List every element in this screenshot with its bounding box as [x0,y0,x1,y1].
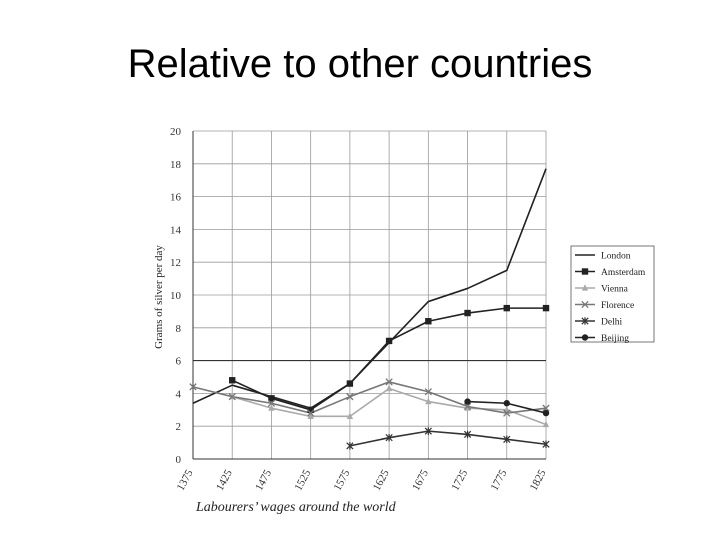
legend-label-beijing: Beijing [601,334,629,344]
series-line-delhi [349,430,547,447]
x-tick-label: 1525 [292,467,313,492]
chart-caption: Labourers’ wages around the world [196,500,396,515]
legend: London Amsterdam Vienna Florence Delhi Beijin… [570,245,655,344]
data-point-beijing [542,409,550,417]
data-point-florence [267,399,276,407]
data-point-florence [424,388,432,396]
data-point-vienna [425,397,432,405]
y-tick-label: 20 [170,126,182,138]
data-point-beijing [503,400,510,407]
data-point-delhi [346,442,354,450]
legend-marker-delhi [581,317,589,325]
legend-box [570,245,655,343]
legend-marker-amsterdam [581,268,589,275]
y-axis-label: Grams of silver per day [153,245,165,349]
legend-label-amsterdam: Amsterdam [601,268,646,278]
series-line-london [192,168,547,409]
data-point-beijing [464,398,471,405]
y-tick-label: 14 [170,224,182,236]
data-point-florence [307,409,315,417]
series-markers [189,304,550,450]
data-point-vienna [385,384,393,392]
data-point-amsterdam [542,304,550,312]
x-tick-label: 1425 [214,467,235,492]
x-tick-label: 1675 [410,467,431,492]
data-point-florence [385,378,393,386]
data-point-delhi [542,440,550,448]
legend-marker-vienna [581,284,589,291]
y-tick-label: 8 [176,323,182,335]
legend-marker-florence [581,300,589,309]
x-tick-label: 1725 [449,467,470,492]
x-tick-label: 1475 [253,467,274,492]
x-tick-label: 1825 [528,467,549,492]
data-point-vienna [307,412,314,419]
data-point-amsterdam [464,309,471,317]
y-tick-label: 2 [176,421,182,433]
data-point-vienna [268,404,275,411]
data-point-delhi [503,435,511,444]
data-point-delhi [463,430,472,439]
x-tick-label: 1625 [371,467,392,492]
data-point-amsterdam [503,304,510,312]
data-point-florence [503,409,511,417]
x-tick-label: 1375 [175,467,196,492]
y-tick-label: 16 [170,192,182,204]
legend-label-delhi: Delhi [601,318,622,328]
data-point-florence [228,393,236,401]
y-tick-label: 12 [170,257,181,269]
y-tick-label: 18 [170,159,182,171]
y-tick-label: 6 [176,356,182,368]
data-point-amsterdam [268,395,275,402]
y-tick-label: 4 [176,388,182,400]
y-tick-label: 0 [176,454,182,466]
legend-label-london: London [601,252,631,262]
data-point-amsterdam [307,406,314,413]
data-point-amsterdam [346,380,354,387]
x-tick-label: 1775 [489,467,510,492]
data-point-amsterdam [385,337,393,345]
series-lines [192,168,547,447]
data-point-vienna [464,404,471,411]
data-point-vienna [542,420,550,428]
legend-label-vienna: Vienna [601,285,629,295]
data-point-amsterdam [229,377,236,384]
data-point-delhi [385,433,393,442]
legend-marker-beijing [581,334,589,341]
data-point-florence [542,404,550,412]
data-point-florence [463,402,472,411]
series-line-florence [192,381,547,414]
data-point-florence [346,393,354,401]
data-point-delhi [424,427,432,435]
slide-title: Relative to other countries [127,42,593,86]
x-tick-label: 1575 [332,467,353,492]
legend-label-florence: Florence [601,301,634,311]
data-point-amsterdam [425,318,432,325]
data-point-vienna [346,412,354,419]
y-tick-label: 10 [170,290,182,302]
data-point-florence [189,383,197,391]
